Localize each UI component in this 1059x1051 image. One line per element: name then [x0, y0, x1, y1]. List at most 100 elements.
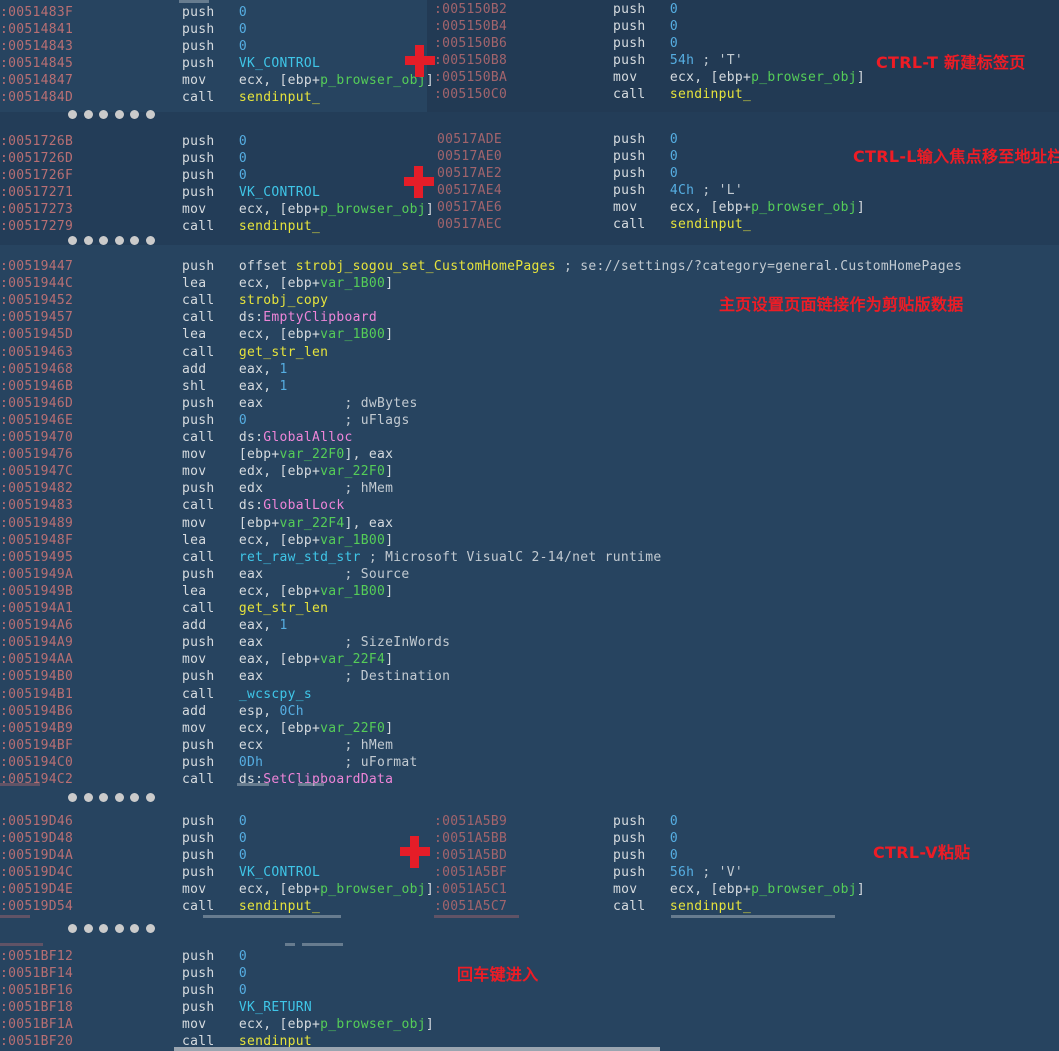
asm-row[interactable]: :00519457 call ds:EmptyClipboard: [0, 309, 1059, 326]
asm-row[interactable]: :0051726D push 0: [0, 150, 1059, 167]
asm-row[interactable]: :005150BA mov ecx, [ebp+p_browser_obj]: [0, 69, 1059, 86]
asm-row[interactable]: :00514841 push 0: [0, 21, 1059, 38]
asm-row[interactable]: :005150B8 push 54h ; 'T': [0, 52, 1059, 69]
asm-row[interactable]: :00519470 call ds:GlobalAlloc: [0, 429, 1059, 446]
ellipsis-dots: [68, 793, 161, 802]
token: 0: [238, 966, 248, 981]
asm-row[interactable]: :00519447 push offset strobj_sogou_set_Cu…: [0, 258, 1059, 275]
asm-row[interactable]: :005194A9 push eax ; SizeInWords: [0, 634, 1059, 651]
instruction: push VK_RETURN: [182, 999, 312, 1016]
asm-row[interactable]: :005150B6 push 0: [0, 35, 1059, 52]
asm-row[interactable]: :005194C2 call ds:SetClipboardData: [0, 771, 1059, 788]
token: mov: [182, 652, 239, 668]
asm-row[interactable]: 00517AE4 push 4Ch ; 'L': [0, 182, 1059, 199]
asm-row[interactable]: :00517273 mov ecx, [ebp+p_browser_obj]: [0, 201, 1059, 218]
asm-row[interactable]: :0051948F lea ecx, [ebp+var_1B00]: [0, 532, 1059, 549]
asm-row[interactable]: :0051484D call sendinput_: [0, 89, 1059, 106]
asm-row[interactable]: :00519468 add eax, 1: [0, 361, 1059, 378]
asm-row[interactable]: :005194AA mov eax, [ebp+var_22F4]: [0, 651, 1059, 668]
asm-row[interactable]: 00517AEC call sendinput_: [0, 216, 1059, 233]
asm-row[interactable]: :0051949B lea ecx, [ebp+var_1B00]: [0, 583, 1059, 600]
asm-row[interactable]: :00519D4E mov ecx, [ebp+p_browser_obj]: [0, 881, 1059, 898]
token: ecx: [238, 737, 264, 753]
asm-row[interactable]: :005150B4 push 0: [0, 18, 1059, 35]
asm-row[interactable]: :0051483F push 0: [0, 4, 1059, 21]
asm-row[interactable]: :00514843 push 0: [0, 38, 1059, 55]
asm-row[interactable]: :0051BF1A mov ecx, [ebp+p_browser_obj]: [0, 1016, 1059, 1033]
asm-row[interactable]: 00517AE0 push 0: [0, 148, 1059, 165]
token: call: [613, 87, 670, 102]
asm-row[interactable]: 00517AE6 mov ecx, [ebp+p_browser_obj]: [0, 199, 1059, 216]
asm-row[interactable]: :0051BF16 push 0: [0, 982, 1059, 999]
asm-row[interactable]: :0051A5BB push 0: [0, 830, 1059, 847]
asm-row[interactable]: :0051726B push 0: [0, 133, 1059, 150]
token: 0: [238, 412, 248, 428]
token: esp,: [238, 703, 280, 719]
asm-row[interactable]: :00519489 mov [ebp+var_22F4], eax: [0, 515, 1059, 532]
asm-row[interactable]: :00519D46 push 0: [0, 813, 1059, 830]
asm-row[interactable]: :005194B9 mov ecx, [ebp+var_22F0]: [0, 720, 1059, 737]
token: 0: [669, 36, 679, 51]
asm-row[interactable]: :005150B2 push 0: [0, 1, 1059, 18]
asm-row[interactable]: :005194B1 call _wcscpy_s: [0, 686, 1059, 703]
asm-row[interactable]: :005194C0 push 0Dh ; uFormat: [0, 754, 1059, 771]
token: ]: [425, 73, 434, 88]
asm-row[interactable]: :0051945D lea ecx, [ebp+var_1B00]: [0, 326, 1059, 343]
asm-row[interactable]: :00519D4C push VK_CONTROL: [0, 864, 1059, 881]
token: VK_CONTROL: [238, 56, 321, 71]
annotation-ctrl-l: CTRL-L输入焦点移至地址栏: [853, 147, 1059, 166]
asm-row[interactable]: :00519495 call ret_raw_std_str ; Microsof…: [0, 549, 1059, 566]
asm-row[interactable]: :0051946E push 0 ; uFlags: [0, 412, 1059, 429]
asm-row[interactable]: :0051BF18 push VK_RETURN: [0, 999, 1059, 1016]
asm-row[interactable]: :00519452 call strobj_copy: [0, 292, 1059, 309]
token: eax, [ebp+: [238, 652, 321, 668]
asm-row[interactable]: :0051A5BF push 56h ; 'V': [0, 864, 1059, 881]
asm-row[interactable]: :00519D54 call sendinput_: [0, 898, 1059, 915]
address-label: :005150B2: [434, 2, 508, 17]
token: ]: [425, 1017, 434, 1032]
address-label: :00519D4A: [0, 848, 74, 863]
asm-row[interactable]: :005194A1 call get_str_len: [0, 600, 1059, 617]
asm-row[interactable]: :005194A6 add eax, 1: [0, 617, 1059, 634]
token: lea: [182, 327, 239, 343]
asm-row[interactable]: :00519D48 push 0: [0, 830, 1059, 847]
asm-row[interactable]: :0051946B shl eax, 1: [0, 378, 1059, 395]
asm-row[interactable]: 00517AE2 push 0: [0, 165, 1059, 182]
instruction: push eax ; dwBytes: [182, 395, 418, 412]
asm-row[interactable]: :00519483 call ds:GlobalLock: [0, 497, 1059, 514]
asm-row[interactable]: :0051726F push 0: [0, 167, 1059, 184]
token: sendinput_: [669, 87, 752, 102]
asm-row[interactable]: :0051946D push eax ; dwBytes: [0, 395, 1059, 412]
asm-row[interactable]: :00519463 call get_str_len: [0, 344, 1059, 361]
asm-row[interactable]: :0051A5C1 mov ecx, [ebp+p_browser_obj]: [0, 881, 1059, 898]
asm-row[interactable]: :0051BF14 push 0: [0, 965, 1059, 982]
asm-row[interactable]: :00514847 mov ecx, [ebp+p_browser_obj]: [0, 72, 1059, 89]
asm-row[interactable]: :0051A5BD push 0: [0, 847, 1059, 864]
instruction: mov eax, [ebp+var_22F4]: [182, 651, 393, 668]
asm-row[interactable]: :005194B0 push eax ; Destination: [0, 668, 1059, 685]
asm-row[interactable]: :005150C0 call sendinput_: [0, 86, 1059, 103]
asm-row[interactable]: :0051944C lea ecx, [ebp+var_1B00]: [0, 275, 1059, 292]
asm-row[interactable]: 00517ADE push 0: [0, 131, 1059, 148]
address-label: :005194B1: [0, 686, 74, 702]
instruction: mov ecx, [ebp+p_browser_obj]: [182, 881, 434, 898]
asm-row[interactable]: :005194BF push ecx ; hMem: [0, 737, 1059, 754]
token: ; hMem: [263, 481, 394, 497]
token: p_browser_obj: [751, 70, 857, 85]
token: push: [613, 865, 670, 880]
asm-row[interactable]: :00519D4A push 0: [0, 847, 1059, 864]
asm-row[interactable]: :00519476 mov [ebp+var_22F0], eax: [0, 446, 1059, 463]
asm-row[interactable]: :0051A5C7 call sendinput_: [0, 898, 1059, 915]
asm-row[interactable]: :00517271 push VK_CONTROL: [0, 184, 1059, 201]
instruction: lea ecx, [ebp+var_1B00]: [182, 583, 393, 600]
asm-row[interactable]: :00514845 push VK_CONTROL: [0, 55, 1059, 72]
asm-row[interactable]: :0051BF20 call sendinput_: [0, 1033, 1059, 1050]
asm-row[interactable]: :0051947C mov edx, [ebp+var_22F0]: [0, 463, 1059, 480]
asm-row[interactable]: :0051BF12 push 0: [0, 948, 1059, 965]
asm-row[interactable]: :00517279 call sendinput_: [0, 218, 1059, 235]
asm-row[interactable]: :0051A5B9 push 0: [0, 813, 1059, 830]
asm-row[interactable]: :005194B6 add esp, 0Ch: [0, 703, 1059, 720]
asm-row[interactable]: :00519482 push edx ; hMem: [0, 480, 1059, 497]
token: 0: [238, 22, 248, 37]
asm-row[interactable]: :0051949A push eax ; Source: [0, 566, 1059, 583]
